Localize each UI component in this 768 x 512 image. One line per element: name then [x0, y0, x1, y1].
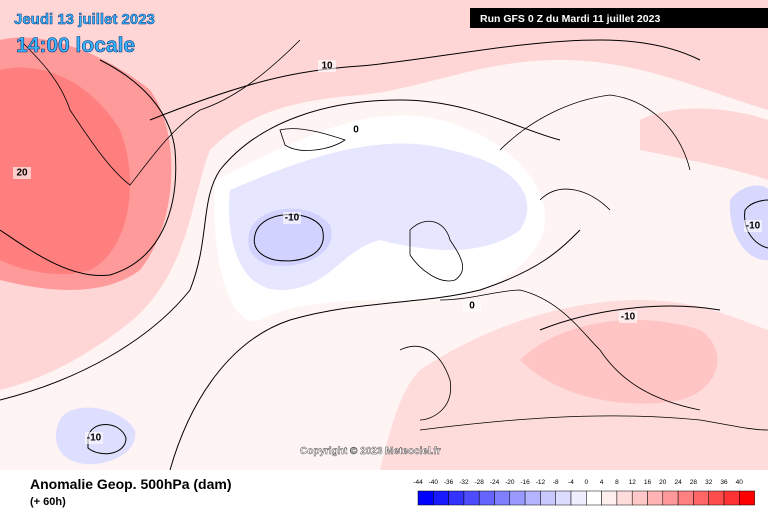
legend-label: 36 — [720, 479, 728, 486]
legend-swatch — [708, 490, 725, 506]
label-bg — [318, 60, 336, 72]
contour-label: 10 — [321, 61, 333, 72]
legend-label: 20 — [659, 479, 667, 486]
isolines — [0, 39, 768, 471]
label-bg — [744, 220, 762, 232]
legend-label: 40 — [736, 479, 744, 486]
legend-label: -20 — [505, 479, 515, 486]
legend-label: 28 — [690, 479, 698, 486]
label-bg — [13, 167, 31, 179]
label-bg — [85, 432, 103, 444]
time: 14:00 locale — [16, 34, 135, 57]
legend-swatch — [739, 490, 755, 506]
legend-swatch — [586, 490, 602, 506]
contour-label: -10 — [285, 213, 300, 224]
legend-label: 32 — [705, 479, 713, 486]
legend-label: 4 — [600, 479, 604, 486]
legend-label: -16 — [520, 479, 530, 486]
legend-label: -24 — [490, 479, 500, 486]
lead-time: (+ 60h) — [30, 496, 66, 508]
date: Jeudi 13 juillet 2023 — [14, 11, 155, 28]
legend-label: 24 — [674, 479, 682, 486]
legend-label: 8 — [615, 479, 619, 486]
legend-label: 12 — [629, 479, 637, 486]
legend-swatch — [631, 490, 648, 506]
legend-swatch — [616, 490, 633, 506]
legend-label: -32 — [459, 479, 469, 486]
run: Run GFS 0 Z du Mardi 11 juillet 2023 — [480, 13, 660, 25]
label-bg — [347, 124, 365, 136]
legend-label: -44 — [413, 479, 423, 486]
legend-label: -4 — [568, 479, 574, 486]
legend-swatch — [540, 490, 556, 506]
legend-swatch — [509, 490, 526, 506]
legend-swatch — [601, 490, 618, 506]
legend-swatch — [463, 490, 480, 506]
contour-label: -10 — [87, 433, 102, 444]
legend-swatch — [417, 490, 434, 506]
legend-swatch — [478, 490, 495, 506]
coastlines — [19, 39, 768, 431]
legend-swatch — [677, 490, 694, 506]
contour-label: 0 — [353, 125, 359, 136]
legend-label: 0 — [584, 479, 588, 486]
label-bg — [283, 212, 301, 224]
legend-swatch — [647, 490, 664, 506]
legend-swatch — [448, 490, 465, 506]
label-bg — [619, 311, 637, 323]
contour-label: 20 — [16, 168, 28, 179]
legend-swatch — [433, 490, 449, 506]
legend-swatch — [555, 490, 572, 506]
legend-swatch — [524, 490, 541, 506]
legend-swatch — [662, 490, 679, 506]
legend-swatch — [723, 490, 740, 506]
legend-label: -28 — [474, 479, 484, 486]
legend-swatch — [570, 490, 587, 506]
legend-label: -12 — [536, 479, 546, 486]
contour-label: -10 — [621, 312, 636, 323]
label-bg — [463, 300, 481, 312]
anomaly-field — [0, 0, 768, 470]
legend-swatch — [494, 490, 511, 506]
contour-label: -10 — [746, 221, 761, 232]
legend-label: -8 — [553, 479, 559, 486]
legend-swatch — [693, 490, 709, 506]
run-banner — [470, 8, 768, 28]
legend-label: -40 — [429, 479, 439, 486]
legend-label: -36 — [444, 479, 454, 486]
footer-title: Anomalie Geop. 500hPa (dam) — [30, 476, 232, 492]
legend-label: 16 — [644, 479, 652, 486]
copyright: Copyright © 2023 Meteociel.fr — [300, 446, 441, 457]
contour-label: 0 — [469, 301, 475, 312]
